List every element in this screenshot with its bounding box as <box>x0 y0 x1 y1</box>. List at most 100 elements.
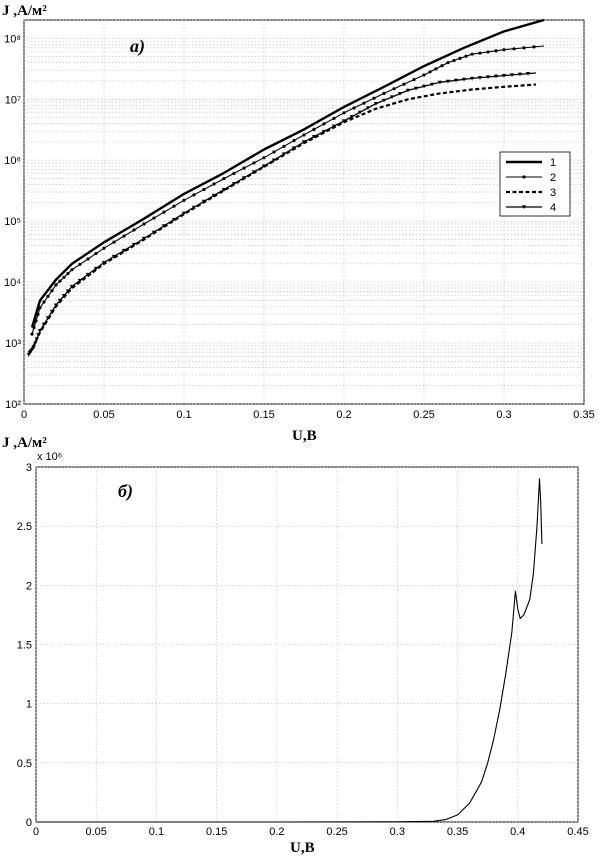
data-point <box>458 56 462 60</box>
data-point <box>171 217 177 222</box>
data-point <box>94 251 98 256</box>
data-point <box>45 316 51 320</box>
data-point <box>464 54 468 58</box>
data-point <box>332 116 336 120</box>
data-point <box>302 133 306 137</box>
data-point <box>478 51 482 55</box>
data-point <box>62 275 66 279</box>
data-point <box>131 242 137 247</box>
data-point <box>281 152 287 157</box>
x-tick-label: 0.1 <box>149 826 164 838</box>
data-point <box>461 77 467 82</box>
data-point <box>41 322 47 327</box>
x-tick-label: 0.15 <box>253 409 274 421</box>
y-tick-label: 2.5 <box>17 521 32 533</box>
data-point <box>373 101 379 106</box>
data-point <box>50 289 54 293</box>
data-point <box>321 129 327 134</box>
x-tick-label: 0.25 <box>326 826 347 838</box>
data-point <box>251 170 257 174</box>
data-point <box>392 87 396 91</box>
data-point <box>69 284 75 289</box>
y-tick-label: 10⁸ <box>4 33 21 45</box>
data-point <box>485 75 491 79</box>
x-axis-label-b: U,В <box>290 840 315 856</box>
data-point <box>132 228 136 232</box>
x-tick-label: 0.2 <box>269 826 284 838</box>
x-tick-label: 0.25 <box>413 409 434 421</box>
scale-note-b: x 10⁶ <box>37 451 62 463</box>
data-point <box>191 205 197 210</box>
data-point <box>291 146 297 150</box>
x-tick-label: 0.15 <box>206 826 227 838</box>
data-point <box>397 92 403 96</box>
data-point <box>512 47 516 51</box>
data-point <box>34 337 39 341</box>
series-line-4 <box>28 72 537 355</box>
data-point <box>46 294 50 298</box>
data-point <box>231 182 237 186</box>
data-point <box>36 312 40 316</box>
data-point <box>57 298 63 303</box>
data-point <box>37 329 43 333</box>
data-point <box>311 135 317 139</box>
x-axis-label-a: U,В <box>292 428 317 444</box>
data-point <box>341 119 347 124</box>
data-point <box>352 106 356 110</box>
data-point <box>502 48 506 52</box>
y-tick-label: 10² <box>5 399 21 411</box>
data-point <box>349 115 355 119</box>
data-point <box>477 76 483 80</box>
data-point <box>78 262 82 266</box>
data-point <box>202 187 206 192</box>
data-point <box>301 140 307 144</box>
data-point <box>525 72 531 76</box>
data-point <box>93 266 99 271</box>
data-point <box>429 82 435 87</box>
data-point <box>77 278 83 283</box>
y-tick-label: 10⁵ <box>4 216 21 228</box>
y-tick-label: 1 <box>26 699 32 711</box>
data-point <box>151 230 157 235</box>
data-point <box>522 175 526 179</box>
data-point <box>86 257 90 261</box>
data-point <box>54 283 58 287</box>
data-point <box>58 279 62 283</box>
y-tick-label: 10⁴ <box>4 277 21 289</box>
data-point <box>162 210 166 214</box>
data-point <box>38 306 42 310</box>
data-point <box>292 139 296 143</box>
data-point <box>121 248 127 253</box>
data-point <box>453 78 459 83</box>
data-point <box>509 73 515 77</box>
legend-label-3: 3 <box>550 187 556 199</box>
data-point <box>362 101 366 105</box>
data-point <box>232 171 236 175</box>
data-point <box>342 111 346 115</box>
x-tick-label: 0.35 <box>447 826 468 838</box>
x-tick-label: 0 <box>33 826 39 838</box>
data-point <box>522 46 526 50</box>
data-point <box>222 176 226 181</box>
data-point <box>405 88 411 93</box>
data-point <box>445 79 451 84</box>
data-point <box>382 91 386 95</box>
data-point <box>61 294 67 298</box>
data-point <box>272 150 276 154</box>
data-point <box>517 72 523 77</box>
x-tick-label: 0.3 <box>496 409 511 421</box>
data-point <box>446 60 450 65</box>
y-axis-label-b: J ,А/м² <box>2 435 47 451</box>
data-point <box>32 325 36 330</box>
legend: 1 2 3 4 <box>499 151 571 217</box>
ticks-b: 0 0.05 0.1 0.15 0.2 0.25 0.3 0.35 0.4 0.45 0 0.5 1 1.… <box>17 462 589 838</box>
y-tick-label: 0.5 <box>17 758 32 770</box>
data-point <box>365 106 371 110</box>
series-line-b <box>36 478 543 823</box>
data-point <box>412 78 416 82</box>
series-line-3 <box>27 83 537 354</box>
data-point <box>242 166 246 170</box>
data-point <box>434 67 438 71</box>
x-tick-label: 0 <box>21 409 27 421</box>
